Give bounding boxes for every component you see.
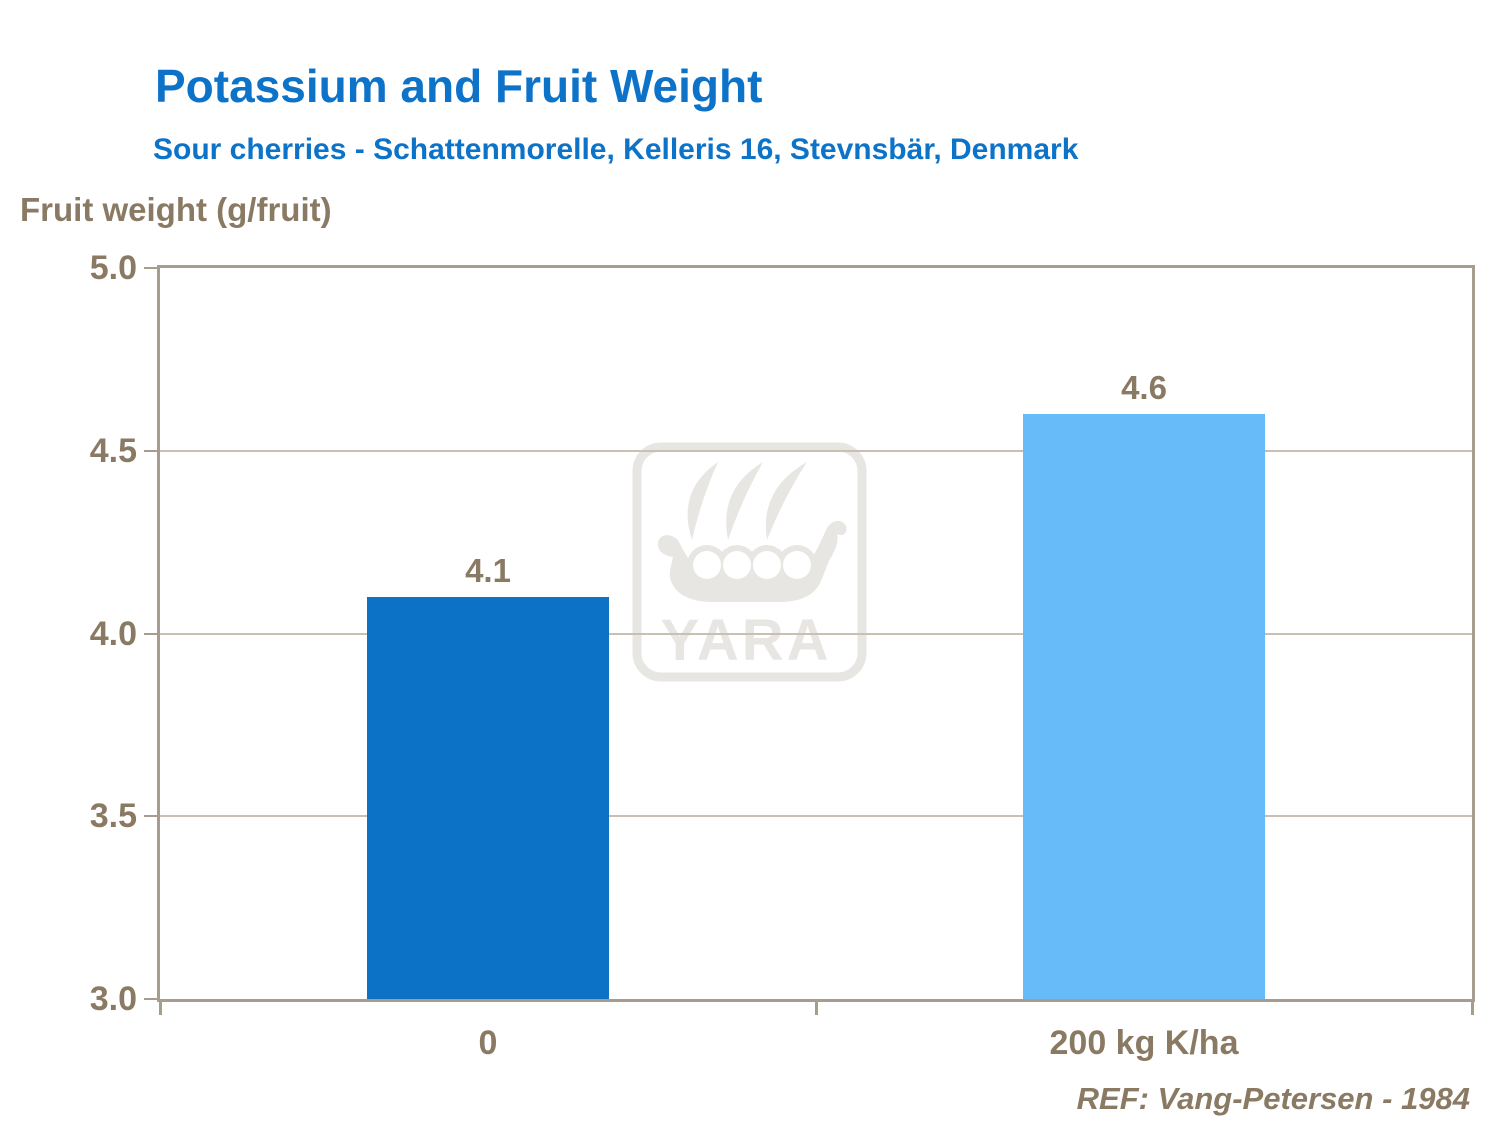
shield-hole	[693, 551, 721, 579]
chart-title: Potassium and Fruit Weight	[155, 60, 763, 112]
y-tick-label: 4.5	[89, 431, 137, 470]
shield-hole	[783, 551, 811, 579]
shield-hole	[753, 551, 781, 579]
x-axis-tick	[814, 1002, 818, 1015]
bar-value-label: 4.6	[1121, 369, 1167, 407]
y-axis-title: Fruit weight (g/fruit)	[20, 191, 332, 228]
sail-icon	[687, 462, 718, 540]
yara-logo-group: YARA	[632, 442, 867, 682]
y-axis-tick	[144, 449, 160, 452]
chart-bar	[1023, 414, 1265, 999]
y-gridline	[160, 632, 1472, 635]
bar-value-label: 4.1	[465, 551, 511, 589]
yara-logo-watermark: YARA	[632, 442, 867, 682]
sail-icon	[765, 462, 807, 540]
x-axis-tick	[1470, 1002, 1474, 1015]
y-axis-tick	[144, 815, 160, 818]
y-tick-label: 4.0	[89, 614, 137, 653]
y-tick-label: 3.0	[89, 980, 137, 1018]
reference-text: REF: Vang-Petersen - 1984	[1076, 1081, 1470, 1116]
x-category-label: 200 kg K/ha	[1049, 1024, 1239, 1062]
y-gridline	[160, 815, 1472, 818]
logo-frame	[632, 442, 867, 682]
y-tick-label: 3.5	[89, 797, 137, 836]
y-gridline	[160, 449, 1472, 452]
y-axis-tick	[144, 267, 160, 269]
chart-bar	[367, 596, 609, 999]
x-axis-tick	[158, 1002, 162, 1015]
shield-hole	[723, 551, 751, 579]
y-axis-tick	[144, 632, 160, 635]
y-tick-label: 5.0	[89, 249, 137, 287]
watermark-text: YARA	[660, 608, 831, 673]
x-category-label: 0	[478, 1024, 498, 1062]
y-axis-tick	[144, 998, 160, 1000]
sail-icon	[726, 462, 763, 540]
chart-subtitle: Sour cherries - Schattenmorelle, Kelleri…	[153, 133, 1079, 166]
